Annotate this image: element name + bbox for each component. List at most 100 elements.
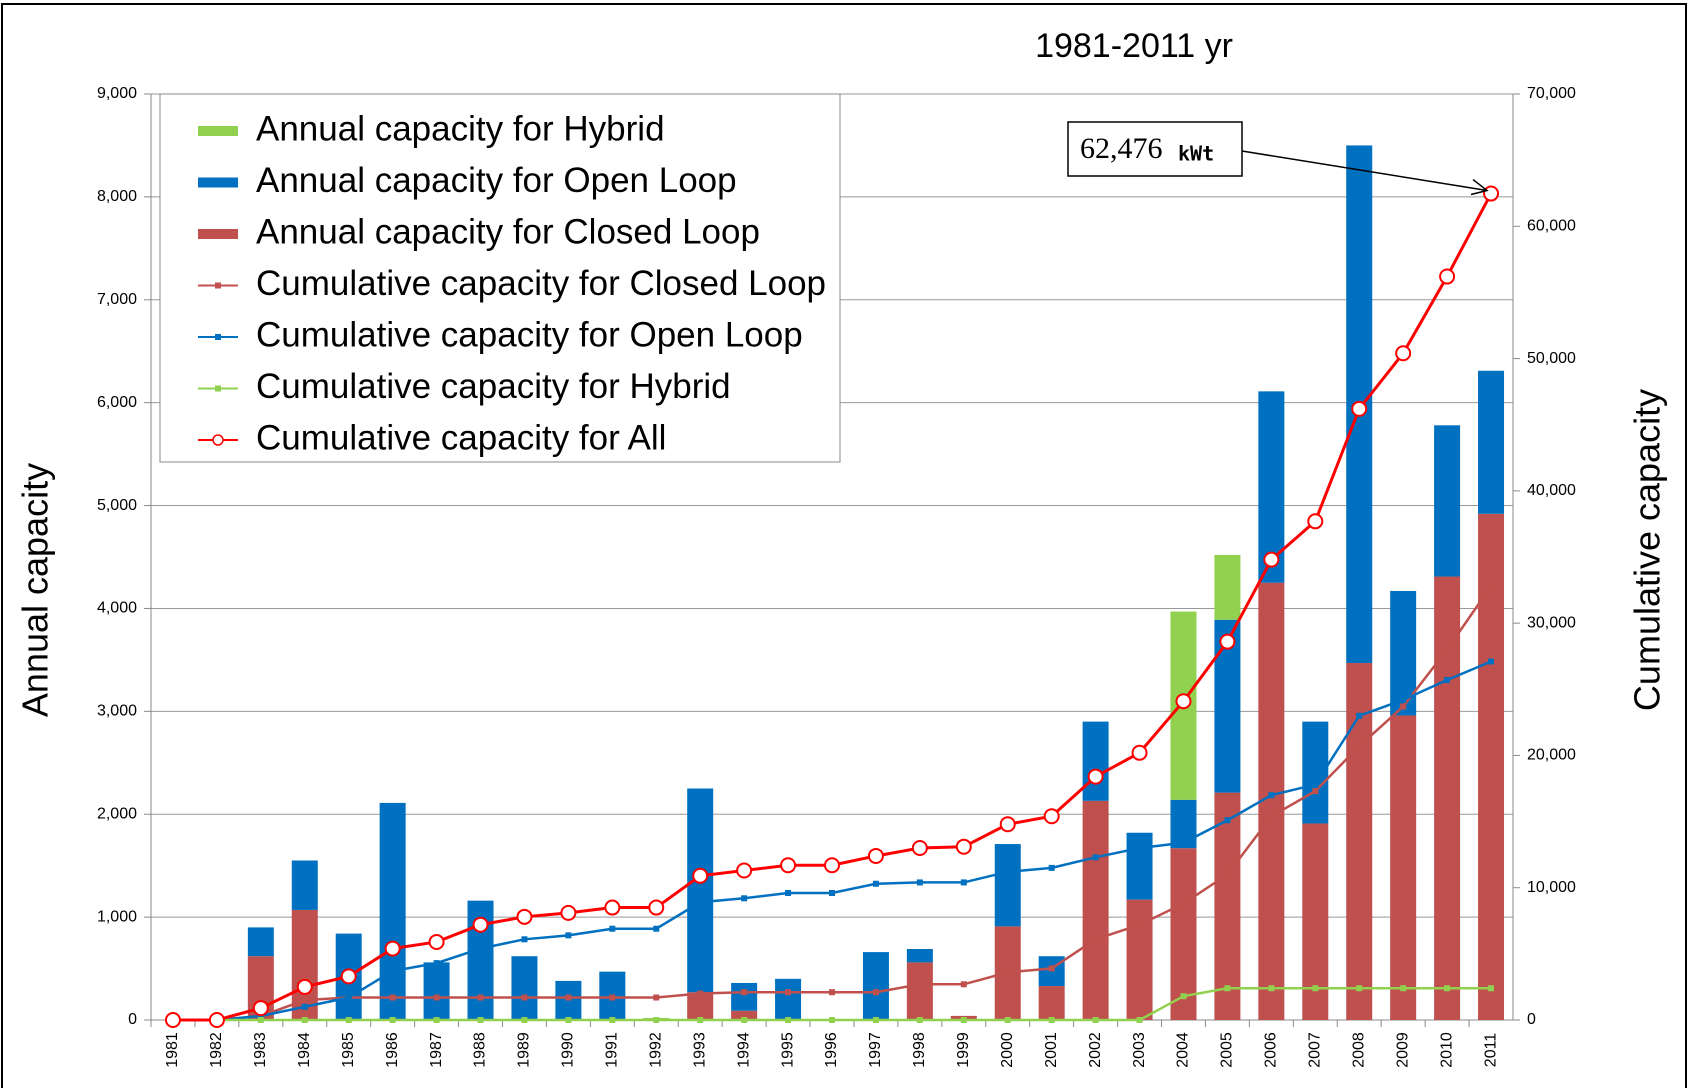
marker [960, 879, 967, 886]
marker [565, 932, 572, 939]
marker [516, 908, 533, 925]
bar [423, 962, 450, 1020]
marker [301, 1003, 308, 1010]
y2-tick-label: 60,000 [1527, 218, 1576, 235]
marker [1483, 185, 1500, 202]
bar [731, 982, 758, 1011]
marker [1488, 583, 1495, 590]
y2-tick-label: 30,000 [1527, 614, 1576, 631]
marker [1092, 936, 1099, 943]
marker [521, 936, 528, 943]
y-axis-label: Annual capacity [15, 463, 56, 717]
bar [379, 802, 406, 1020]
bar [1390, 715, 1417, 1020]
marker [1180, 839, 1187, 846]
marker [1087, 768, 1104, 785]
marker [296, 978, 313, 995]
marker [565, 1017, 572, 1023]
y2-tick-label: 10,000 [1527, 879, 1576, 896]
x-tick-label: 1996 [823, 1032, 840, 1068]
marker [1131, 744, 1148, 761]
marker [389, 968, 396, 975]
marker [916, 879, 923, 886]
marker [829, 989, 835, 996]
y-tick-label: 0 [128, 1011, 137, 1028]
x-tick-label: 1988 [472, 1032, 489, 1068]
marker [340, 968, 357, 985]
legend-label: Annual capacity for Closed Loop [256, 212, 760, 251]
marker [1048, 864, 1055, 871]
marker [477, 945, 484, 952]
y-tick-label: 5,000 [97, 497, 137, 514]
marker [301, 1017, 308, 1023]
marker [653, 925, 660, 932]
marker [472, 916, 489, 933]
marker [697, 899, 704, 906]
marker [1180, 900, 1187, 907]
marker [741, 1017, 748, 1023]
marker [1312, 788, 1319, 795]
y2-tick-label: 0 [1527, 1011, 1536, 1028]
marker [785, 989, 792, 996]
x-tick-label: 1991 [604, 1032, 621, 1068]
x-tick-label: 1990 [560, 1032, 577, 1068]
marker [1307, 513, 1324, 530]
marker [428, 933, 445, 950]
bar [906, 962, 933, 1020]
marker [1444, 677, 1451, 684]
marker [1224, 871, 1231, 878]
marker [1004, 969, 1011, 976]
bar [687, 992, 714, 1020]
x-tick-label: 1999 [955, 1032, 972, 1068]
y-tick-label: 2,000 [97, 805, 137, 822]
marker [697, 990, 704, 997]
legend-label: Cumulative capacity for Hybrid [256, 367, 731, 406]
marker [1224, 985, 1231, 992]
marker [736, 862, 753, 879]
bar [1214, 792, 1241, 1020]
y-tick-label: 6,000 [97, 394, 137, 411]
marker [345, 1017, 352, 1023]
marker [164, 1012, 181, 1028]
annotation-value: 62,476 [1080, 132, 1163, 165]
marker [692, 867, 709, 884]
marker [1092, 854, 1099, 861]
marker [1356, 712, 1363, 719]
marker [960, 1017, 967, 1023]
legend-label: Cumulative capacity for Open Loop [256, 315, 803, 354]
marker [301, 997, 308, 1004]
bar [291, 860, 318, 910]
bar [731, 1010, 758, 1020]
y2-axis-label: Cumulative capacity [1627, 389, 1668, 711]
y-tick-label: 1,000 [97, 908, 137, 925]
x-tick-label: 2003 [1131, 1032, 1148, 1068]
bar [1478, 513, 1505, 1020]
x-tick-label: 1992 [647, 1032, 664, 1068]
bar [906, 949, 933, 963]
bar [1434, 425, 1461, 577]
marker [829, 1017, 835, 1023]
x-tick-label: 1982 [208, 1032, 225, 1068]
x-tick-label: 2002 [1087, 1032, 1104, 1068]
bar [862, 952, 889, 1020]
y-tick-label: 4,000 [97, 600, 137, 617]
marker [1136, 1017, 1143, 1023]
legend-swatch [198, 229, 238, 239]
marker [1444, 646, 1451, 653]
marker [565, 994, 572, 1001]
bar [1126, 832, 1153, 900]
marker [1312, 781, 1319, 788]
y-tick-label: 7,000 [97, 291, 137, 308]
marker [208, 1012, 225, 1028]
marker [1224, 817, 1231, 824]
marker [1048, 1017, 1055, 1023]
legend-label: Cumulative capacity for Closed Loop [256, 264, 826, 303]
marker [433, 1017, 440, 1023]
marker [477, 1017, 484, 1023]
bar [1214, 554, 1241, 620]
legend-box [159, 93, 841, 463]
bar [687, 788, 714, 993]
bar [511, 956, 538, 1020]
x-tick-label: 1985 [340, 1032, 357, 1068]
marker [1312, 985, 1319, 992]
